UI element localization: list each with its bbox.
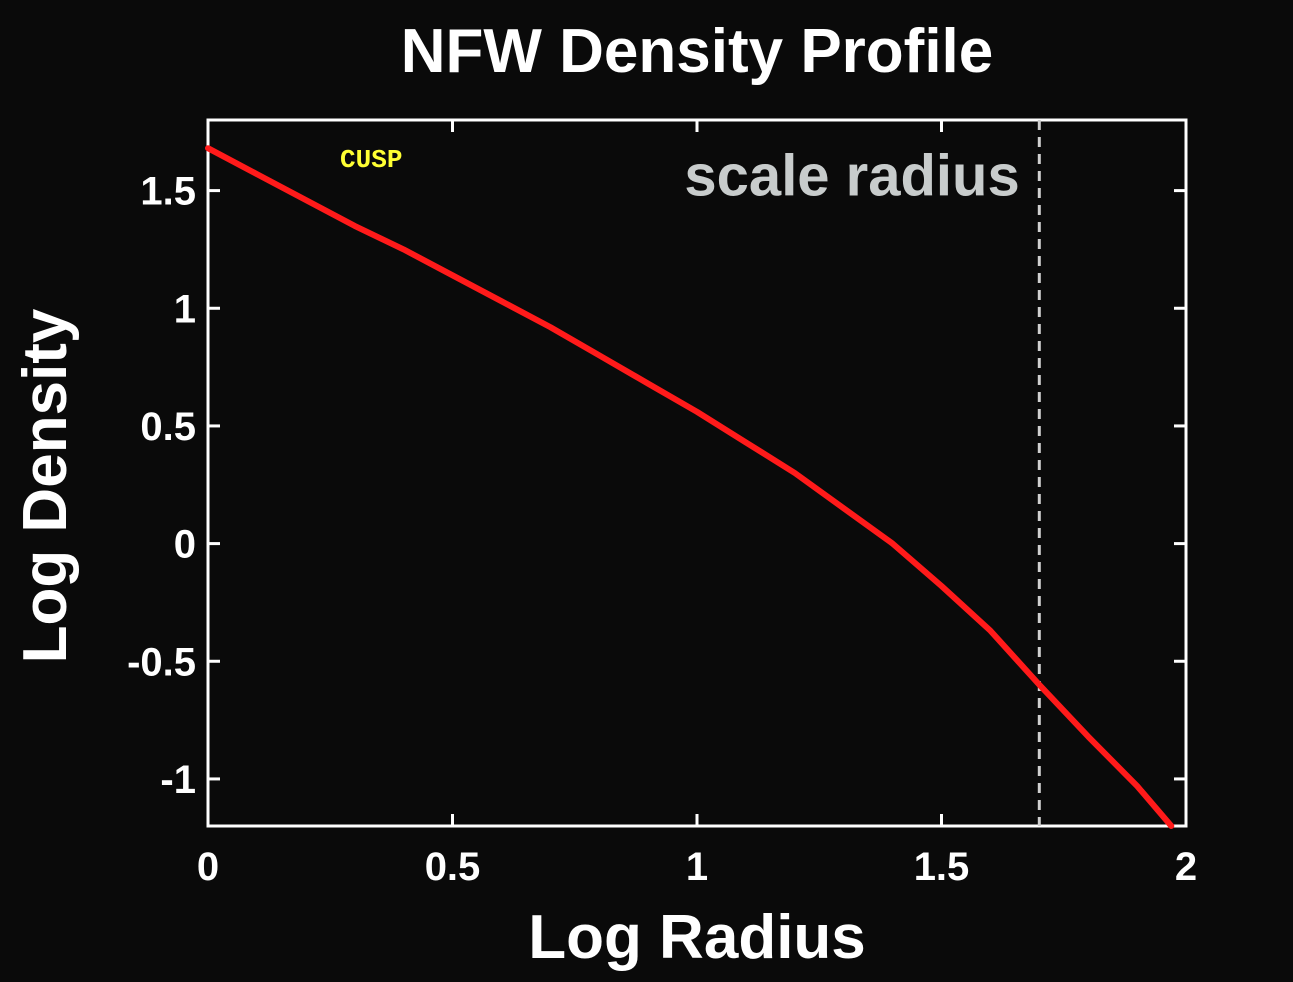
x-tick-label: 2: [1175, 845, 1197, 889]
y-tick-label: 1.5: [140, 170, 196, 214]
density-curve: [205, 145, 1175, 829]
y-tick-label: 1: [174, 287, 196, 331]
scale-radius-annotation: scale radius: [684, 143, 1019, 208]
y-axis-label: Log Density: [11, 308, 80, 663]
x-tick-label: 0.5: [425, 845, 481, 889]
y-tick-label: 0: [174, 523, 196, 567]
x-axis-label: Log Radius: [528, 903, 866, 972]
cusp-annotation: CUSP: [340, 145, 402, 175]
chart-title: NFW Density Profile: [401, 17, 994, 86]
y-tick-label: 0.5: [140, 405, 196, 449]
y-tick-label: -1: [160, 758, 196, 802]
x-tick-label: 0: [197, 845, 219, 889]
y-tick-label: -0.5: [127, 640, 196, 684]
x-tick-label: 1: [686, 845, 708, 889]
x-tick-label: 1.5: [914, 845, 970, 889]
plot-area: 0 0.5 1 1.5 2 -1 -0.5 0 0.5 1 1.5 scale radius CUSP: [127, 118, 1197, 889]
